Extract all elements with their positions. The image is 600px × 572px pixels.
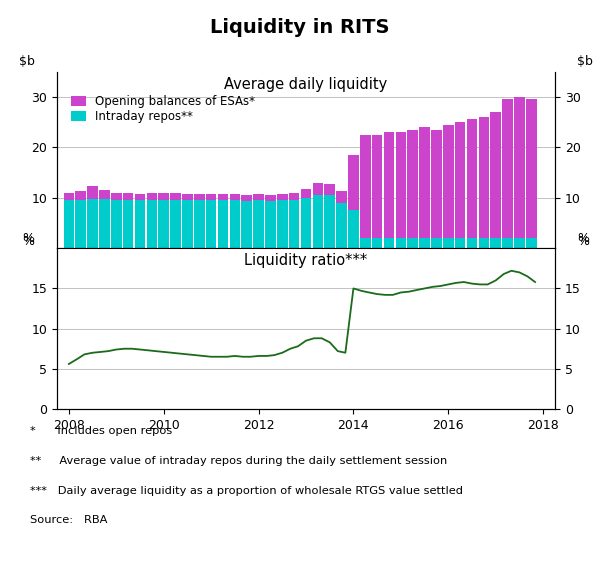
- Bar: [479, 117, 489, 238]
- Bar: [372, 134, 382, 238]
- Bar: [146, 193, 157, 200]
- Bar: [419, 238, 430, 248]
- Bar: [111, 193, 122, 200]
- Bar: [395, 132, 406, 238]
- Bar: [170, 193, 181, 200]
- Bar: [123, 200, 133, 248]
- Bar: [64, 193, 74, 200]
- Bar: [384, 238, 394, 248]
- Bar: [337, 191, 347, 203]
- Bar: [289, 193, 299, 200]
- Text: **     Average value of intraday repos during the daily settlement session: ** Average value of intraday repos durin…: [30, 456, 447, 466]
- Bar: [76, 191, 86, 200]
- Bar: [455, 122, 466, 238]
- Bar: [194, 194, 205, 200]
- Bar: [158, 193, 169, 200]
- Bar: [253, 194, 264, 200]
- Text: Source:   RBA: Source: RBA: [30, 515, 107, 525]
- Text: *      Includes open repos: * Includes open repos: [30, 426, 172, 436]
- Bar: [313, 182, 323, 195]
- Text: Average daily liquidity: Average daily liquidity: [224, 77, 388, 92]
- Bar: [301, 198, 311, 248]
- Text: %: %: [23, 232, 35, 245]
- Bar: [76, 200, 86, 248]
- Bar: [360, 238, 371, 248]
- Bar: [384, 132, 394, 238]
- Bar: [407, 130, 418, 238]
- Bar: [194, 200, 205, 248]
- Bar: [253, 200, 264, 248]
- Bar: [218, 200, 228, 248]
- Bar: [325, 184, 335, 195]
- Text: %: %: [577, 232, 589, 245]
- Bar: [99, 190, 110, 199]
- Bar: [265, 201, 275, 248]
- Bar: [230, 200, 240, 248]
- Bar: [348, 210, 359, 248]
- Bar: [88, 186, 98, 199]
- Bar: [135, 200, 145, 248]
- Bar: [502, 100, 513, 238]
- Bar: [514, 97, 524, 238]
- Bar: [325, 195, 335, 248]
- Bar: [206, 200, 217, 248]
- Bar: [395, 238, 406, 248]
- Text: %: %: [23, 235, 35, 248]
- Bar: [182, 200, 193, 248]
- Bar: [241, 194, 252, 201]
- Bar: [490, 112, 501, 238]
- Bar: [277, 194, 287, 200]
- Bar: [218, 194, 228, 200]
- Bar: [182, 194, 193, 200]
- Bar: [502, 238, 513, 248]
- Bar: [407, 238, 418, 248]
- Bar: [206, 194, 217, 200]
- Legend: Opening balances of ESAs*, Intraday repos**: Opening balances of ESAs*, Intraday repo…: [68, 92, 259, 127]
- Bar: [289, 200, 299, 248]
- Bar: [372, 238, 382, 248]
- Bar: [111, 200, 122, 248]
- Bar: [455, 238, 466, 248]
- Bar: [431, 238, 442, 248]
- Bar: [490, 238, 501, 248]
- Bar: [146, 200, 157, 248]
- Bar: [277, 200, 287, 248]
- Bar: [443, 125, 454, 238]
- Bar: [419, 127, 430, 238]
- Bar: [241, 201, 252, 248]
- Text: Liquidity in RITS: Liquidity in RITS: [210, 18, 390, 37]
- Bar: [467, 120, 477, 238]
- Bar: [514, 238, 524, 248]
- Text: $b: $b: [577, 55, 593, 68]
- Bar: [348, 155, 359, 210]
- Bar: [443, 238, 454, 248]
- Text: $b: $b: [19, 55, 35, 68]
- Bar: [170, 200, 181, 248]
- Text: ***   Daily average liquidity as a proportion of wholesale RTGS value settled: *** Daily average liquidity as a proport…: [30, 486, 463, 495]
- Bar: [123, 193, 133, 200]
- Bar: [431, 130, 442, 238]
- Text: Liquidity ratio***: Liquidity ratio***: [244, 253, 368, 268]
- Bar: [360, 134, 371, 238]
- Bar: [230, 194, 240, 200]
- Bar: [99, 199, 110, 248]
- Bar: [467, 238, 477, 248]
- Bar: [301, 189, 311, 198]
- Bar: [64, 200, 74, 248]
- Bar: [526, 100, 536, 238]
- Bar: [313, 195, 323, 248]
- Bar: [88, 199, 98, 248]
- Text: %: %: [577, 235, 589, 248]
- Bar: [526, 238, 536, 248]
- Bar: [135, 194, 145, 200]
- Bar: [158, 200, 169, 248]
- Bar: [265, 194, 275, 201]
- Bar: [337, 203, 347, 248]
- Bar: [479, 238, 489, 248]
